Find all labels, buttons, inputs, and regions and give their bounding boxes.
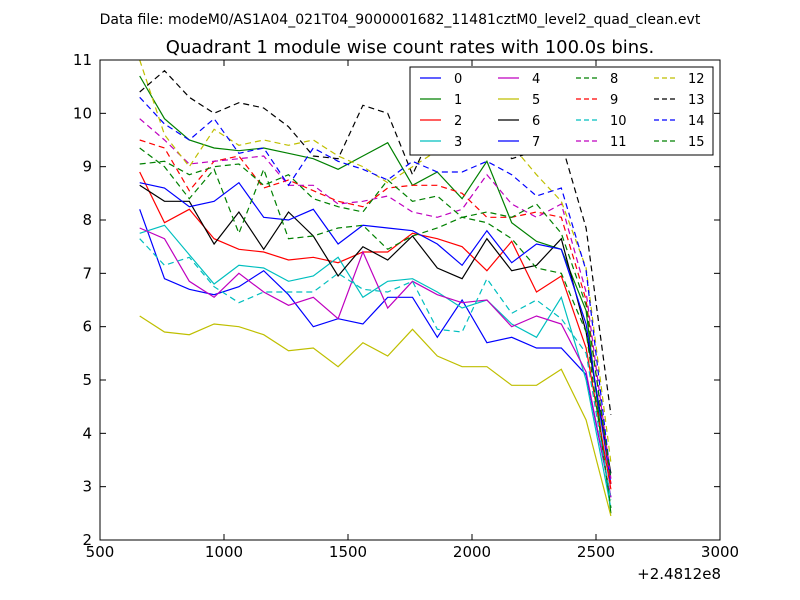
x-tick-label: 500 xyxy=(86,543,115,561)
y-tick-label: 7 xyxy=(82,264,92,282)
y-tick-label: 6 xyxy=(82,318,92,336)
suptitle: Data file: modeM0/AS1A04_021T04_90000016… xyxy=(100,12,701,28)
y-tick-label: 3 xyxy=(82,478,92,496)
y-tick-label: 11 xyxy=(73,51,92,69)
series-line-3 xyxy=(139,224,612,509)
y-tick-label: 8 xyxy=(82,211,92,229)
legend-label-8: 8 xyxy=(610,72,618,87)
legend-label-11: 11 xyxy=(610,135,627,150)
x-tick-label: 1500 xyxy=(329,543,367,561)
legend-label-10: 10 xyxy=(610,114,627,129)
chart-title: Quadrant 1 module wise count rates with … xyxy=(166,37,655,58)
y-tick-label: 10 xyxy=(73,104,92,122)
series-line-2 xyxy=(139,171,612,490)
x-tick-label: 2000 xyxy=(453,543,491,561)
series-line-11 xyxy=(139,118,612,479)
series-line-9 xyxy=(139,139,612,485)
series-line-15 xyxy=(139,160,612,479)
legend-label-2: 2 xyxy=(454,114,462,129)
series-line-10 xyxy=(139,238,612,501)
y-tick-label: 2 xyxy=(82,531,92,549)
series-line-8 xyxy=(139,147,612,509)
legend-label-0: 0 xyxy=(454,72,462,87)
legend-label-13: 13 xyxy=(688,93,705,108)
legend-label-5: 5 xyxy=(532,93,540,108)
y-tick-label: 9 xyxy=(82,158,92,176)
x-tick-label: 2500 xyxy=(577,543,615,561)
legend-label-6: 6 xyxy=(532,114,540,129)
legend-label-9: 9 xyxy=(610,93,618,108)
legend-label-7: 7 xyxy=(532,135,540,150)
legend-box xyxy=(409,66,714,156)
y-tick-label: 4 xyxy=(82,424,92,442)
legend-label-12: 12 xyxy=(688,72,705,87)
series-line-7 xyxy=(139,181,612,485)
x-tick-label: 1000 xyxy=(205,543,243,561)
plot-area-frame xyxy=(99,59,721,541)
series-line-6 xyxy=(139,184,612,474)
series-line-1 xyxy=(139,75,612,514)
y-tick-label: 5 xyxy=(82,371,92,389)
series-line-14 xyxy=(139,96,612,479)
legend-label-4: 4 xyxy=(532,72,540,87)
legend-label-1: 1 xyxy=(454,93,462,108)
series-line-5 xyxy=(139,315,612,517)
legend-label-3: 3 xyxy=(454,135,462,150)
x-tick-label: 3000 xyxy=(701,543,739,561)
series-line-4 xyxy=(139,227,612,498)
legend-label-14: 14 xyxy=(688,114,705,129)
x-offset-label: +2.4812e8 xyxy=(637,565,721,583)
legend-label-15: 15 xyxy=(688,135,705,150)
